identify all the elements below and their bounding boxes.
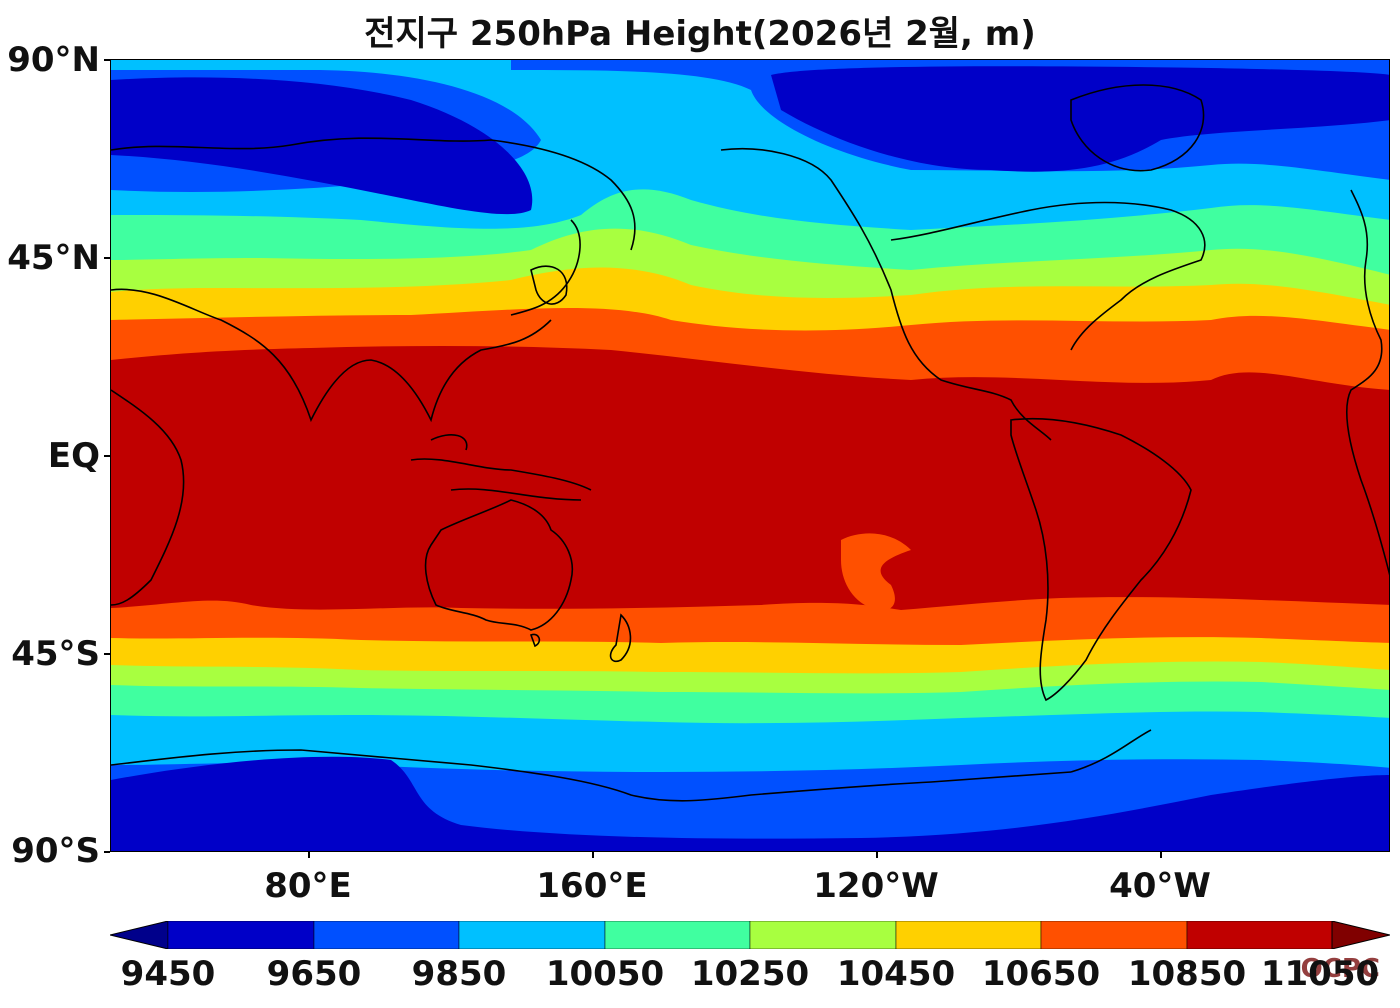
lat-label-90s: 90°S bbox=[11, 831, 100, 871]
colorbar-tick-label: 10250 bbox=[690, 954, 810, 994]
colorbar-tick-label: 10050 bbox=[545, 954, 665, 994]
x-tick bbox=[308, 852, 310, 858]
colorbar-bin bbox=[604, 921, 751, 949]
colorbar-tick-label: 10850 bbox=[1127, 954, 1247, 994]
lon-label-40w: 40°W bbox=[1109, 866, 1211, 906]
lat-label-45n: 45°N bbox=[7, 238, 100, 278]
y-tick bbox=[104, 59, 110, 61]
lon-label-80e: 80°E bbox=[264, 866, 352, 906]
x-tick bbox=[1160, 852, 1162, 858]
colorbar-tick-label: 11050 bbox=[1260, 954, 1380, 994]
colorbar-bin bbox=[1186, 921, 1333, 949]
colorbar-bin bbox=[313, 921, 460, 949]
colorbar-extend-low bbox=[110, 921, 169, 949]
lat-label-45s: 45°S bbox=[11, 634, 100, 674]
colorbar-bin bbox=[1040, 921, 1188, 949]
lon-label-160e: 160°E bbox=[536, 866, 648, 906]
x-tick bbox=[592, 852, 594, 858]
band-south-10650-bulge bbox=[841, 533, 911, 611]
colorbar-bin bbox=[458, 921, 606, 949]
band-north-9450-asia bbox=[111, 77, 533, 215]
y-tick bbox=[104, 851, 110, 853]
colorbar-bin bbox=[749, 921, 897, 949]
band-north-9450-america bbox=[771, 66, 1389, 172]
height-contour-map bbox=[111, 60, 1389, 851]
band-south-9450 bbox=[111, 756, 1389, 851]
y-tick bbox=[104, 653, 110, 655]
colorbar-tick-label: 10450 bbox=[836, 954, 956, 994]
chart-title: 전지구 250hPa Height(2026년 2월, m) bbox=[364, 14, 1036, 54]
y-tick bbox=[104, 455, 110, 457]
colorbar bbox=[110, 921, 1390, 949]
colorbar-tick-label: 9450 bbox=[120, 954, 216, 994]
lon-label-120w: 120°W bbox=[813, 866, 939, 906]
ocpc-watermark: OCPC bbox=[1300, 954, 1380, 984]
colorbar-tick-label: 9850 bbox=[411, 954, 507, 994]
map-panel bbox=[110, 59, 1390, 852]
x-tick bbox=[876, 852, 878, 858]
y-tick bbox=[104, 257, 110, 259]
colorbar-tick-label: 9650 bbox=[266, 954, 362, 994]
colorbar-tick-label: 10650 bbox=[981, 954, 1101, 994]
colorbar-extend-high bbox=[1331, 921, 1390, 949]
colorbar-bin bbox=[167, 921, 315, 949]
colorbar-bin bbox=[895, 921, 1042, 949]
coastlines bbox=[111, 84, 1389, 802]
lat-label-90n: 90°N bbox=[7, 40, 100, 80]
lat-label-eq: EQ bbox=[47, 436, 100, 476]
